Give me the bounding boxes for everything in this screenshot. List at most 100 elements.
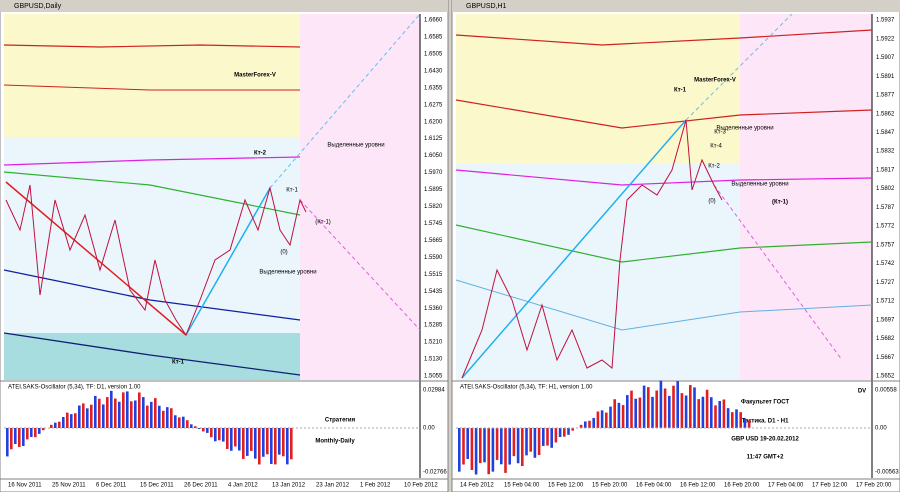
date-label: 15 Feb 12:00 (548, 483, 584, 489)
line (3, 332, 301, 376)
date-label: 23 Jan 2012 (316, 483, 350, 489)
price-label: 1.6275 (424, 102, 443, 108)
price-label: 1.5745 (424, 221, 443, 227)
oscillator-bar (722, 399, 726, 428)
oscillator-bar (270, 428, 273, 464)
price-label: 1.6355 (424, 85, 443, 91)
oscillator-bar (676, 381, 679, 428)
annotation: 11:47 GMT+2 (747, 455, 785, 461)
price-label: 1.6200 (424, 119, 443, 125)
annotation: (Кт-1) (772, 200, 788, 206)
date-label: 16 Feb 12:00 (680, 483, 716, 489)
zone (740, 14, 872, 380)
oscillator-bar (150, 401, 153, 428)
oscillator-tick: 0.02984 (423, 388, 445, 394)
oscillator-bar (689, 385, 692, 428)
oscillator-bar (613, 399, 616, 428)
oscillator-bar (258, 428, 261, 465)
annotation: Кт-2 (708, 164, 720, 170)
price-label: 1.6660 (424, 18, 443, 24)
oscillator-bar (512, 428, 516, 457)
oscillator-bar (74, 413, 77, 428)
oscillator-bar (537, 428, 541, 456)
oscillator-bar (130, 401, 133, 428)
oscillator-bar (202, 428, 205, 432)
oscillator-bar (500, 428, 503, 465)
oscillator-bar (90, 404, 93, 428)
annotation: Выделенные уровни (716, 126, 773, 132)
oscillator-bar (206, 428, 209, 433)
oscillator-bar (647, 387, 650, 428)
date-label: 4 Jan 2012 (228, 483, 258, 489)
annotation: MasterForex-V (234, 73, 276, 79)
oscillator-bar (483, 428, 486, 463)
oscillator-label: ATEI.SAKS-Oscillator (5,34), TF: D1, ver… (8, 385, 141, 391)
price-label: 1.6505 (424, 51, 443, 57)
oscillator-bar (525, 428, 528, 456)
oscillator-bar (470, 428, 474, 471)
oscillator-bar (222, 428, 225, 442)
oscillator-bar (62, 417, 65, 428)
oscillator-bar (638, 397, 642, 428)
price-label: 1.5285 (424, 323, 443, 329)
oscillator-bar (94, 395, 97, 428)
oscillator-bar (474, 428, 478, 475)
oscillator-bar (214, 428, 217, 442)
price-label: 1.5820 (424, 204, 443, 210)
price-label: 1.5891 (876, 74, 895, 80)
annotation: Выделенные уровни (259, 270, 316, 276)
oscillator-bar (210, 428, 213, 438)
oscillator-bar (710, 397, 713, 428)
oscillator-bar (659, 380, 663, 428)
price-label: 1.6125 (424, 136, 443, 142)
oscillator-bar (158, 405, 161, 428)
price-label: 1.5742 (876, 261, 895, 267)
zone (4, 14, 300, 137)
price-label: 1.5682 (876, 336, 895, 342)
oscillator-bar (142, 397, 145, 428)
line (5, 181, 187, 336)
oscillator-bar (735, 409, 738, 428)
oscillator-bar (592, 417, 595, 428)
oscillator-bar (170, 408, 173, 428)
oscillator-bar (246, 428, 249, 456)
oscillator-bar (118, 401, 121, 428)
oscillator-bar (22, 428, 25, 447)
annotation: Кт-4 (710, 144, 722, 150)
oscillator-bar (290, 428, 293, 460)
oscillator-bar (491, 428, 495, 472)
oscillator-bar (6, 428, 9, 457)
oscillator-bar (286, 428, 289, 465)
oscillator-bar (600, 410, 604, 428)
oscillator-bar (487, 428, 490, 475)
date-label: 16 Nov 2011 (8, 483, 42, 489)
oscillator-bar (584, 421, 587, 428)
oscillator-bar (154, 398, 157, 428)
oscillator-bar (554, 428, 558, 443)
oscillator-bar (66, 412, 69, 428)
price-label: 1.6050 (424, 153, 443, 159)
line (455, 169, 873, 186)
annotation: DV (858, 389, 866, 395)
price-label: 1.5667 (876, 355, 895, 361)
date-label: 17 Feb 12:00 (812, 483, 848, 489)
price-label: 1.5515 (424, 272, 443, 278)
line (185, 187, 271, 336)
price-label: 1.5862 (876, 111, 895, 117)
zone (456, 14, 740, 164)
oscillator-label: ATEI.SAKS-Oscillator (5,34), TF: H1, ver… (460, 385, 593, 391)
oscillator-bar (462, 428, 465, 465)
oscillator-bar (238, 428, 241, 451)
price-label: 1.5360 (424, 306, 443, 312)
oscillator-bar (50, 424, 53, 428)
title-bar (452, 0, 900, 12)
oscillator-bar (126, 391, 129, 428)
oscillator-bar (234, 428, 237, 447)
oscillator-tick: -0.02766 (423, 470, 447, 476)
oscillator-bar (70, 414, 73, 428)
oscillator-bar (672, 385, 675, 428)
oscillator-bar (546, 428, 549, 446)
date-label: 15 Feb 20:00 (592, 483, 628, 489)
date-label: 17 Feb 20:00 (856, 483, 892, 489)
price-label: 1.5847 (876, 130, 895, 136)
